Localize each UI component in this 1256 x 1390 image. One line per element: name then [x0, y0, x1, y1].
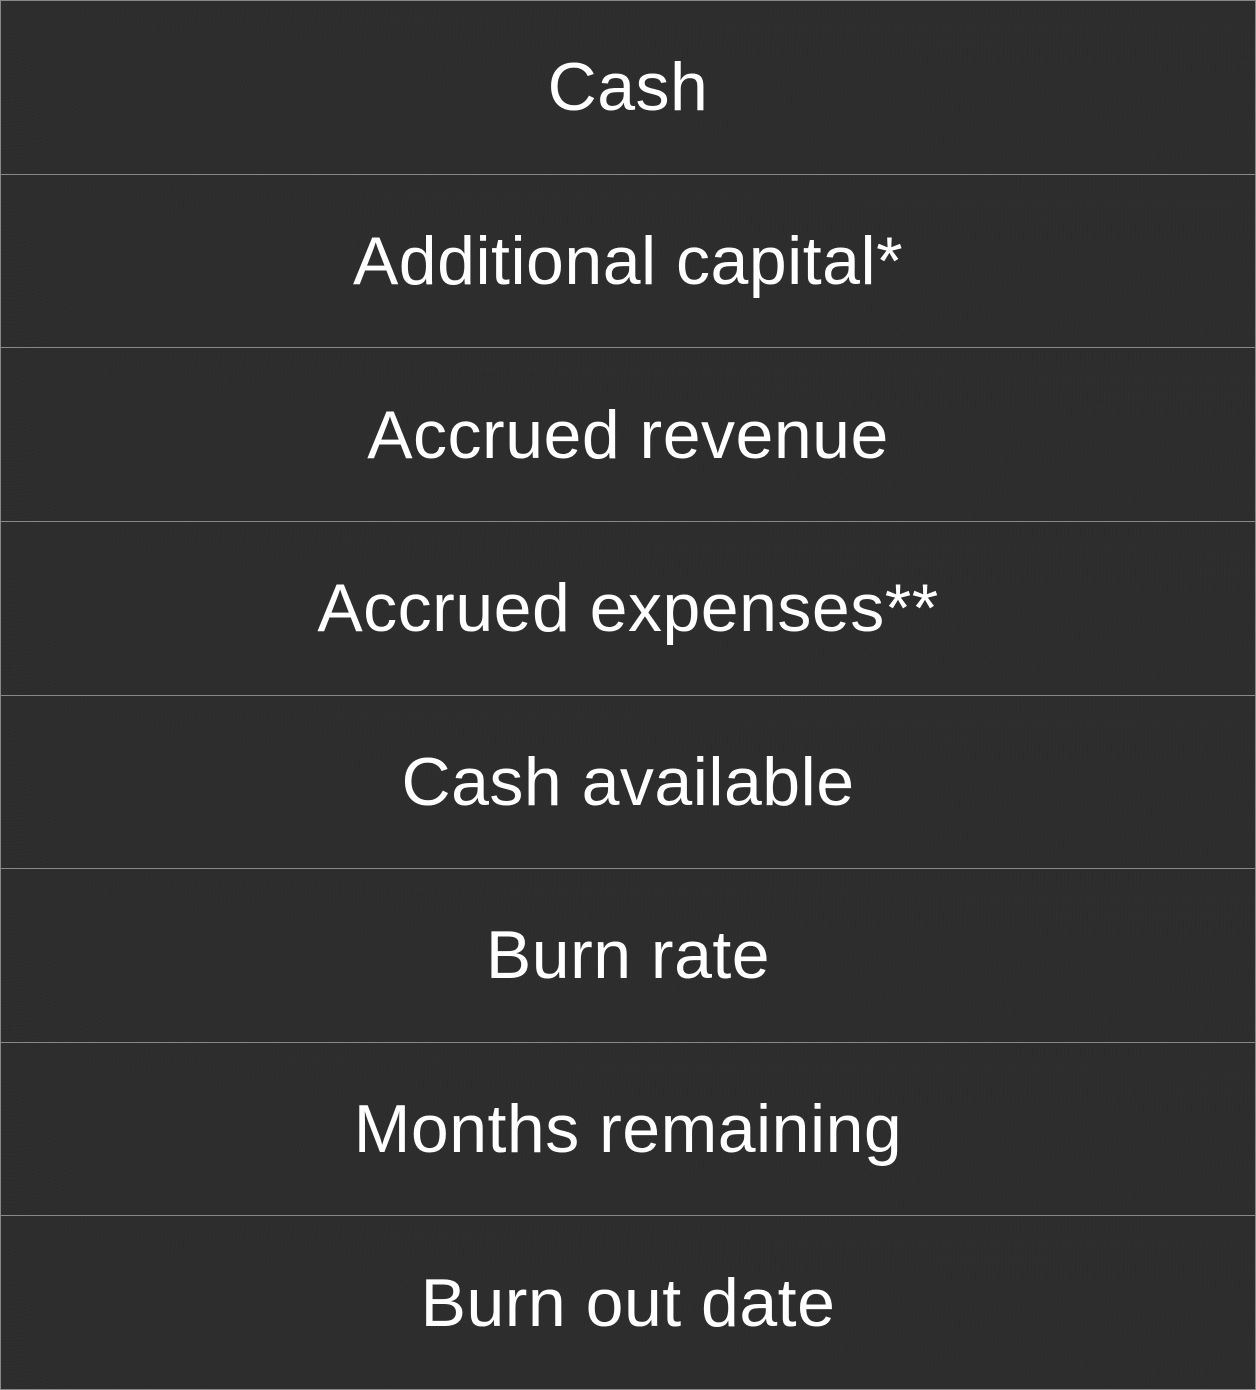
- row-label-burn-rate: Burn rate: [486, 916, 770, 994]
- table-row: Accrued expenses**: [1, 522, 1255, 696]
- table-row: Additional capital*: [1, 175, 1255, 349]
- table-row: Accrued revenue: [1, 348, 1255, 522]
- financial-metrics-table: Cash Additional capital* Accrued revenue…: [0, 0, 1256, 1390]
- row-label-cash: Cash: [548, 48, 709, 126]
- table-row: Burn out date: [1, 1216, 1255, 1389]
- table-row: Burn rate: [1, 869, 1255, 1043]
- row-label-accrued-revenue: Accrued revenue: [367, 396, 889, 474]
- row-label-accrued-expenses: Accrued expenses**: [317, 569, 938, 647]
- table-row: Months remaining: [1, 1043, 1255, 1217]
- table-row: Cash: [1, 1, 1255, 175]
- table-row: Cash available: [1, 696, 1255, 870]
- row-label-burn-out-date: Burn out date: [421, 1264, 836, 1342]
- row-label-additional-capital: Additional capital*: [353, 222, 903, 300]
- row-label-months-remaining: Months remaining: [354, 1090, 902, 1168]
- row-label-cash-available: Cash available: [401, 743, 854, 821]
